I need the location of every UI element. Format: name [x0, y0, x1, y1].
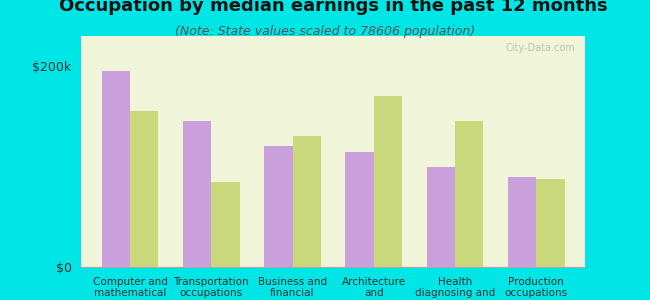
Bar: [183, 122, 211, 267]
Bar: [508, 177, 536, 267]
Bar: [130, 111, 159, 267]
Title: Occupation by median earnings in the past 12 months: Occupation by median earnings in the pas…: [58, 0, 608, 15]
Bar: [345, 152, 374, 267]
Bar: [211, 182, 240, 267]
Bar: [292, 136, 321, 267]
Bar: [455, 122, 484, 267]
Bar: [426, 167, 455, 267]
Bar: [101, 71, 130, 267]
Bar: [264, 146, 292, 267]
Bar: [374, 96, 402, 267]
Bar: [536, 178, 565, 267]
Text: (Note: State values scaled to 78606 population): (Note: State values scaled to 78606 popu…: [175, 25, 475, 38]
Text: City-Data.com: City-Data.com: [505, 43, 575, 53]
